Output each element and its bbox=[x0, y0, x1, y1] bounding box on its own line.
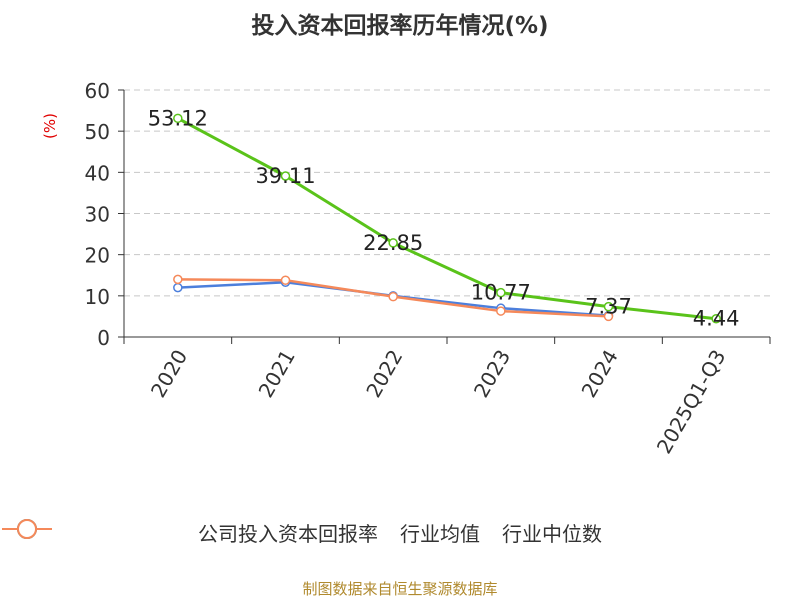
legend-item-industry-mean[interactable]: 行业均值 bbox=[2, 518, 480, 547]
legend-item-company[interactable]: 公司投入资本回报率 bbox=[2, 518, 378, 547]
data-point bbox=[711, 313, 721, 324]
legend-label-industry-mean: 行业均值 bbox=[400, 522, 480, 546]
y-tick-label: 20 bbox=[85, 244, 110, 268]
x-tick-label: 2022 bbox=[361, 346, 407, 402]
data-label: 39.11 bbox=[255, 164, 315, 188]
legend-label-industry-median: 行业中位数 bbox=[502, 522, 602, 546]
source-note: 制图数据来自恒生聚源数据库 bbox=[302, 580, 498, 598]
x-tick-label: 2020 bbox=[146, 346, 192, 402]
legend-item-industry-median[interactable]: 行业中位数 bbox=[2, 518, 602, 547]
data-point bbox=[496, 306, 506, 316]
data-point bbox=[388, 291, 398, 302]
legend-marker-industry-median bbox=[2, 519, 52, 539]
data-point bbox=[280, 275, 291, 285]
legend-label-company: 公司投入资本回报率 bbox=[198, 522, 378, 546]
y-tick-label: 0 bbox=[97, 326, 110, 350]
data-point bbox=[173, 282, 183, 293]
legend: 公司投入资本回报率 行业均值 行业中位数 bbox=[0, 518, 800, 547]
y-tick-label: 60 bbox=[85, 79, 110, 103]
data-label: 22.85 bbox=[363, 231, 423, 255]
data-point bbox=[603, 301, 614, 312]
y-tick-label: 50 bbox=[85, 120, 110, 144]
data-point bbox=[173, 274, 183, 285]
chart-title: 投入资本回报率历年情况(%) bbox=[251, 13, 549, 39]
data-label: 53.12 bbox=[148, 106, 208, 130]
x-tick-label: 2024 bbox=[577, 346, 623, 402]
data-point bbox=[173, 113, 183, 124]
data-point bbox=[280, 171, 291, 181]
series-line-0 bbox=[177, 117, 717, 321]
data-point bbox=[603, 311, 614, 322]
x-tick-label: 2025Q1-Q3 bbox=[652, 346, 731, 458]
data-point bbox=[496, 287, 506, 298]
data-label: 10.77 bbox=[471, 281, 531, 305]
y-tick-label: 40 bbox=[85, 161, 110, 185]
y-tick-label: 30 bbox=[85, 203, 110, 227]
data-label: 7.37 bbox=[585, 295, 632, 319]
data-point bbox=[388, 238, 398, 248]
y-tick-label: 10 bbox=[85, 285, 110, 309]
x-tick-label: 2023 bbox=[469, 346, 515, 402]
data-label: 4.44 bbox=[693, 307, 740, 331]
x-tick-label: 2021 bbox=[254, 346, 300, 402]
